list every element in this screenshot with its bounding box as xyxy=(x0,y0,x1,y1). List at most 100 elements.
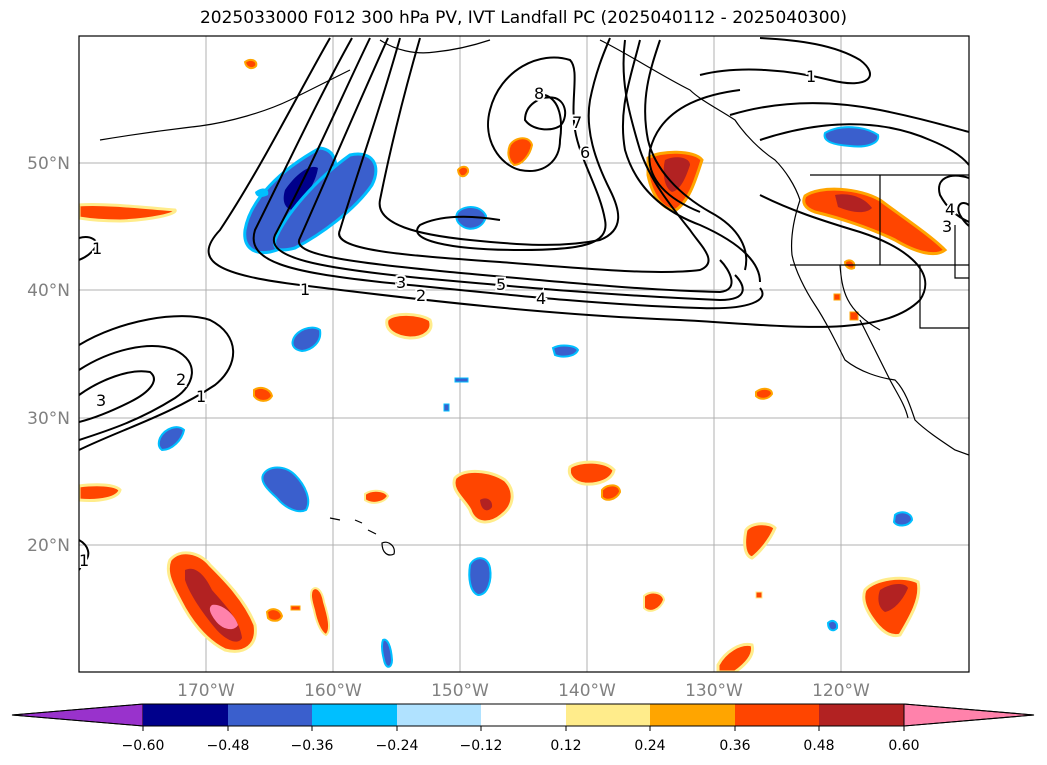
pv-blob xyxy=(290,605,301,611)
pv-blob xyxy=(380,638,394,668)
pv-blob xyxy=(878,584,908,612)
pv-blob xyxy=(309,587,331,637)
contour-line xyxy=(648,89,741,213)
pv-blob xyxy=(456,165,470,178)
ivt-contours xyxy=(79,37,969,571)
contour-line xyxy=(699,37,871,85)
pv-blob xyxy=(364,489,390,504)
pv-blob xyxy=(291,326,322,353)
pv-blob xyxy=(265,608,284,622)
colorbar-bin xyxy=(312,704,397,726)
lat-label: 50°N xyxy=(27,154,70,174)
colorbar-bin xyxy=(566,704,650,726)
pv-blob xyxy=(253,387,274,402)
colorbar-tick-label: 0.24 xyxy=(634,738,665,754)
pv-blob xyxy=(601,484,622,501)
contour-label: 2 xyxy=(416,286,426,305)
latitude-labels: 50°N 40°N 30°N 20°N xyxy=(27,154,70,556)
pv-blob xyxy=(823,126,880,148)
colorbar-bin xyxy=(397,704,481,726)
contour-line xyxy=(207,37,927,328)
colorbar-bin xyxy=(650,704,735,726)
colorbar-bin xyxy=(819,704,904,726)
contour-line xyxy=(338,37,710,273)
contour-line xyxy=(644,39,748,271)
lon-label: 140°W xyxy=(558,681,616,701)
lon-label: 130°W xyxy=(685,681,743,701)
coastlines xyxy=(99,39,969,556)
contour-label: 3 xyxy=(96,391,106,410)
contour-label: 4 xyxy=(536,289,546,308)
pv-blob xyxy=(551,344,580,358)
lat-label: 40°N xyxy=(27,281,70,301)
pv-blob xyxy=(243,58,258,70)
pv-blob xyxy=(468,557,492,597)
lon-label: 160°W xyxy=(304,681,362,701)
contour-line xyxy=(297,37,733,294)
pv-blob xyxy=(209,604,238,630)
contour-labels: 1 1 1 1 2 2 3 3 4 5 6 7 8 1 3 4 xyxy=(77,65,957,572)
pv-blob xyxy=(835,194,872,213)
pv-blob xyxy=(79,483,122,502)
pv-blob xyxy=(755,591,763,599)
pv-blob xyxy=(455,206,488,230)
colorbar-bin xyxy=(143,704,228,726)
contour-line xyxy=(79,370,155,423)
contour-line xyxy=(378,37,620,246)
contour-line xyxy=(416,56,607,252)
map-frame xyxy=(78,35,970,673)
pv-blob xyxy=(385,312,433,340)
lat-label: 30°N xyxy=(27,409,70,429)
pv-blob xyxy=(79,202,177,223)
pv-blob xyxy=(755,387,774,400)
coastline-aleutians xyxy=(99,69,351,141)
pv-blob xyxy=(261,466,310,513)
pv-blob xyxy=(452,470,514,524)
hawaii-islands xyxy=(329,517,395,556)
contour-line xyxy=(79,539,90,571)
contour-label: 1 xyxy=(300,280,310,299)
contour-label: 8 xyxy=(534,84,544,103)
pv-blob xyxy=(567,460,616,486)
colorbar-tick-label: 0.12 xyxy=(550,738,581,754)
coastline-alaska xyxy=(379,39,491,54)
pv-blob xyxy=(716,642,755,672)
colorbar-extend-max xyxy=(903,703,1035,727)
colorbar-tick-label: −0.36 xyxy=(291,738,334,754)
pv-blob xyxy=(643,591,666,612)
contour-label: 1 xyxy=(806,67,816,86)
coastline-north-america xyxy=(599,39,969,456)
contour-label: 1 xyxy=(196,387,206,406)
contour-label: 3 xyxy=(396,273,406,292)
contour-label: 1 xyxy=(79,551,89,570)
colorbar-tick-label: −0.24 xyxy=(376,738,419,754)
colorbar-tick-label: 0.36 xyxy=(719,738,750,754)
contour-label: 2 xyxy=(176,370,186,389)
state-border xyxy=(954,225,969,279)
colorbar-ticks xyxy=(142,726,905,731)
contour-line xyxy=(79,315,235,451)
contour-label: 7 xyxy=(572,113,582,132)
contour-line xyxy=(252,37,764,310)
colorbar-extend-min xyxy=(11,703,144,727)
pv-blob xyxy=(833,293,841,301)
contour-label: 6 xyxy=(580,143,590,162)
contour-line xyxy=(729,102,969,133)
contour-label: 1 xyxy=(92,239,102,258)
lat-label: 20°N xyxy=(27,536,70,556)
pv-blob xyxy=(480,498,493,511)
state-border xyxy=(839,264,881,331)
colorbar-tick-label: −0.48 xyxy=(207,738,250,754)
pv-blob xyxy=(892,511,914,527)
contour-label: 5 xyxy=(496,275,506,294)
state-border xyxy=(919,265,969,329)
contour-line xyxy=(957,202,969,227)
map-title: 2025033000 F012 300 hPa PV, IVT Landfall… xyxy=(199,8,847,28)
lon-label: 170°W xyxy=(177,681,235,701)
pv-blob xyxy=(743,522,777,560)
pv-blob xyxy=(454,377,469,383)
lon-label: 120°W xyxy=(812,681,870,701)
baja-coast xyxy=(859,319,909,419)
pv-blob xyxy=(443,403,450,412)
